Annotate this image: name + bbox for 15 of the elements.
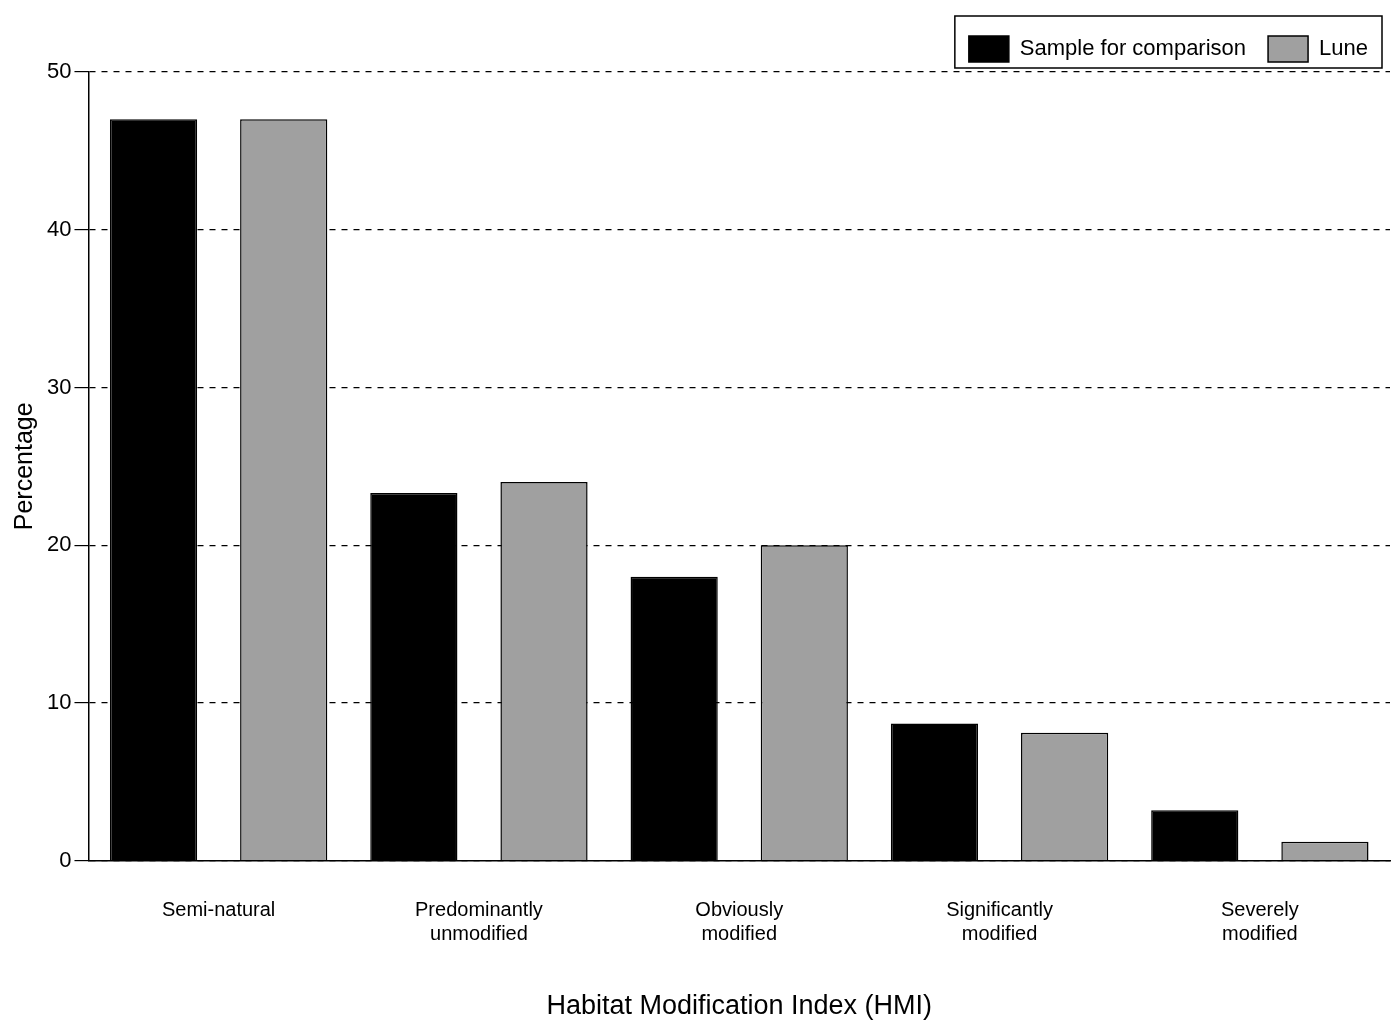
y-tick-label: 40	[46, 215, 72, 241]
y-axis-title: Percentage	[8, 402, 37, 531]
y-tick-label: 30	[46, 373, 72, 399]
x-tick-label: Severely modified	[1220, 898, 1299, 945]
x-axis-title: Habitat Modification Index (HMI)	[546, 990, 933, 1021]
legend-label: Lune	[1319, 35, 1369, 61]
x-tick-label: Significantly modified	[946, 898, 1053, 945]
y-tick-label: 50	[46, 58, 72, 84]
x-tick-label: Obviously modified	[695, 898, 784, 945]
y-tick-label: 0	[59, 846, 72, 872]
legend-label: Sample for comparison	[1019, 35, 1247, 61]
y-tick-label: 20	[46, 531, 72, 557]
y-tick-label: 10	[46, 688, 72, 714]
x-tick-label: Predominantly unmodified	[415, 898, 543, 945]
x-tick-label: Semi-natural	[161, 898, 276, 921]
